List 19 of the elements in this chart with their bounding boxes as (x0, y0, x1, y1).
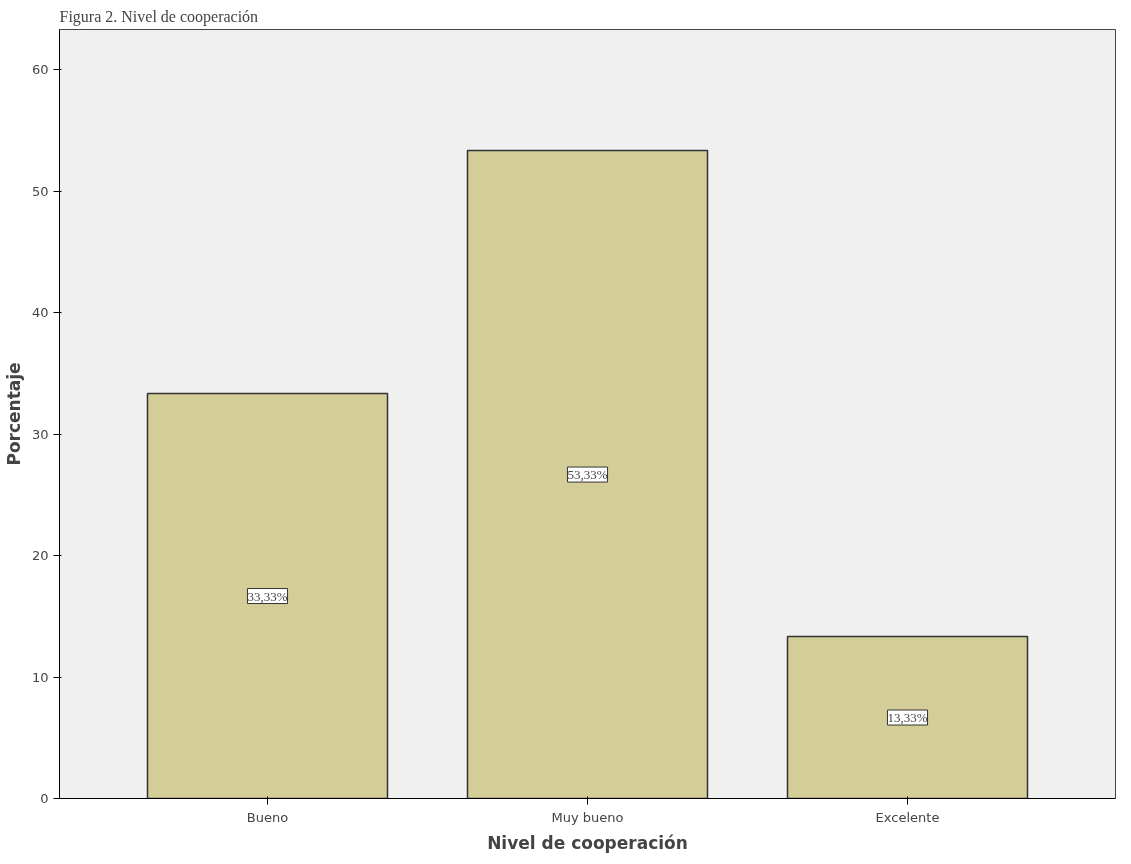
y-tick-label: 40 (31, 305, 49, 321)
y-tick-label: 10 (31, 669, 49, 685)
y-tick-label: 60 (31, 62, 49, 78)
data-label: 33,33% (247, 588, 288, 604)
y-tick-label: 20 (31, 548, 49, 564)
bar (146, 392, 389, 799)
x-tick-label: Muy bueno (551, 809, 624, 825)
data-label: 53,33% (567, 467, 608, 483)
x-axis-title: Nivel de cooperación (487, 832, 688, 853)
bar (786, 635, 1029, 799)
y-tick-label: 30 (31, 426, 49, 442)
data-label: 13,33% (887, 710, 928, 726)
y-axis-title: Porcentaje (3, 362, 24, 466)
y-tick-label: 50 (31, 183, 49, 199)
x-tick-label: Excelente (875, 809, 940, 825)
y-tick-label: 0 (40, 791, 49, 806)
x-tick-label: Bueno (246, 809, 289, 825)
chart-title: Figura 2. Nivel de cooperación (59, 7, 259, 26)
bar (466, 149, 709, 799)
